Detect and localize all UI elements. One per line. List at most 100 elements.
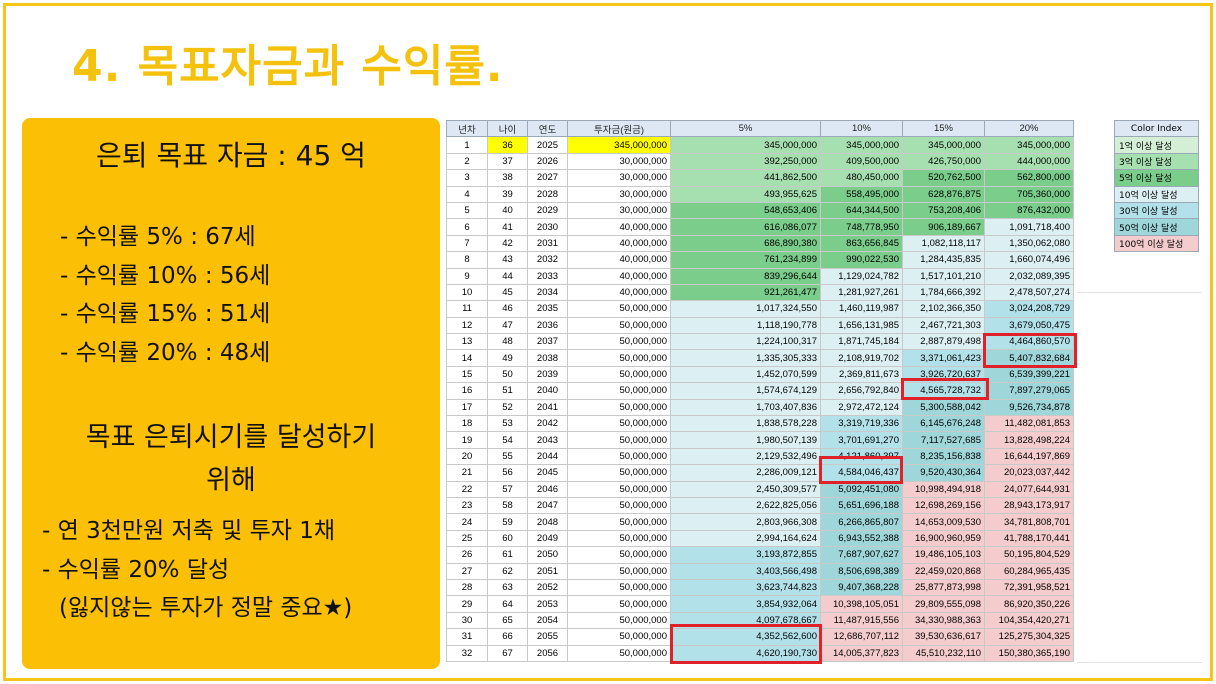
purpose-line-2: 위해: [206, 465, 256, 496]
table-cell: 4,584,046,437: [820, 464, 903, 482]
table-row: 30 65 2054 50,000,000 4,097,678,667 11,487,91…: [446, 611, 1074, 630]
table-cell: 12: [446, 316, 488, 335]
table-cell: 2,369,811,673: [820, 365, 903, 384]
table-cell: 50,000,000: [567, 365, 671, 384]
table-row: 8 43 2032 40,000,000 761,234,899 990,022,530 1…: [446, 251, 1074, 269]
table-cell: 2039: [527, 365, 568, 384]
sheet-gridline: [1077, 292, 1202, 293]
table-cell: 2045: [527, 464, 568, 482]
table-row: 19 54 2043 50,000,000 1,980,507,139 3,701,691…: [446, 431, 1074, 449]
table-cell: 2056: [527, 644, 568, 662]
table-cell: 50,000,000: [567, 529, 671, 548]
color-index-item: 5억 이상 달성: [1114, 169, 1199, 187]
table-cell: 1,129,024,782: [820, 267, 903, 285]
table-cell: 2,803,966,308: [670, 513, 821, 531]
table-cell: 4: [446, 185, 488, 203]
table-cell: 705,360,000: [984, 185, 1074, 203]
tip-savings: - 연 3천만원 저축 및 투자 1채: [42, 518, 336, 544]
table-cell: 29,809,555,098: [902, 595, 985, 613]
table-cell: 2043: [527, 431, 568, 449]
summary-panel: 은퇴 목표 자금 : 45 억 - 수익률 5% : 67세 - 수익률 10%…: [22, 118, 440, 669]
column-header: 년차: [446, 119, 488, 138]
table-cell: 72,391,958,521: [984, 578, 1074, 597]
table-row: 14 49 2038 50,000,000 1,335,305,333 2,108,919…: [446, 349, 1074, 367]
table-cell: 2027: [527, 169, 568, 187]
table-cell: 50,000,000: [567, 464, 671, 482]
table-cell: 4,121,860,397: [820, 447, 903, 466]
table-row: 5 40 2029 30,000,000 548,653,406 644,344,500 7…: [446, 201, 1074, 220]
table-cell: 50,000,000: [567, 300, 671, 318]
sheet-gridline: [1077, 662, 1202, 663]
table-row: 10 45 2034 40,000,000 921,261,477 1,281,927,2…: [446, 283, 1074, 302]
table-row: 18 53 2042 50,000,000 1,838,578,228 3,319,719…: [446, 415, 1074, 433]
table-cell: 32: [446, 644, 488, 662]
table-cell: 616,086,077: [670, 218, 821, 236]
table-row: 6 41 2030 40,000,000 616,086,077 748,778,950 9…: [446, 218, 1074, 236]
table-cell: 990,022,530: [820, 251, 903, 269]
table-cell: 50,000,000: [567, 513, 671, 531]
table-cell: 4,352,562,600: [670, 628, 821, 646]
table-cell: 54: [487, 431, 528, 449]
table-cell: 104,354,420,271: [984, 611, 1074, 630]
table-cell: 2046: [527, 480, 568, 498]
table-cell: 50,000,000: [567, 415, 671, 433]
table-cell: 11: [446, 300, 488, 318]
table-cell: 5,092,451,080: [820, 480, 903, 498]
table-cell: 2,972,472,124: [820, 398, 903, 417]
table-cell: 86,920,350,226: [984, 595, 1074, 613]
table-cell: 50,195,804,529: [984, 546, 1074, 564]
table-cell: 21: [446, 464, 488, 482]
table-row: 28 63 2052 50,000,000 3,623,744,823 9,407,368…: [446, 578, 1074, 597]
table-cell: 64: [487, 595, 528, 613]
table-cell: 50,000,000: [567, 628, 671, 646]
table-cell: 2025: [527, 136, 568, 154]
table-cell: 2,129,532,496: [670, 447, 821, 466]
table-cell: 3,679,050,475: [984, 316, 1074, 335]
table-cell: 12,698,269,156: [902, 496, 985, 515]
table-cell: 2047: [527, 496, 568, 515]
table-cell: 50,000,000: [567, 447, 671, 466]
table-cell: 1,284,435,835: [902, 251, 985, 269]
table-cell: 3,319,719,336: [820, 415, 903, 433]
table-cell: 1,660,074,496: [984, 251, 1074, 269]
table-cell: 2042: [527, 415, 568, 433]
table-cell: 3,024,208,729: [984, 300, 1074, 318]
table-cell: 2054: [527, 611, 568, 630]
table-cell: 8,506,698,389: [820, 562, 903, 580]
table-cell: 58: [487, 496, 528, 515]
table-cell: 3,854,932,064: [670, 595, 821, 613]
table-cell: 11,487,915,556: [820, 611, 903, 630]
table-row: 11 46 2035 50,000,000 1,017,324,550 1,460,119…: [446, 300, 1074, 318]
color-index-item: 50억 이상 달성: [1114, 218, 1199, 236]
table-cell: 1,980,507,139: [670, 431, 821, 449]
table-cell: 2,994,164,624: [670, 529, 821, 548]
table-cell: 441,862,500: [670, 169, 821, 187]
table-cell: 40,000,000: [567, 267, 671, 285]
table-row: 3 38 2027 30,000,000 441,862,500 480,450,000 5…: [446, 169, 1074, 187]
table-row: 22 57 2046 50,000,000 2,450,309,577 5,092,451…: [446, 480, 1074, 498]
table-cell: 19: [446, 431, 488, 449]
table-cell: 16: [446, 382, 488, 400]
table-cell: 2049: [527, 529, 568, 548]
table-cell: 2034: [527, 283, 568, 302]
table-cell: 14,653,009,530: [902, 513, 985, 531]
tip-note: (잃지않는 투자가 정말 중요★): [59, 595, 353, 621]
column-header: 15%: [902, 119, 985, 138]
table-cell: 50,000,000: [567, 382, 671, 400]
table-cell: 40,000,000: [567, 234, 671, 253]
table-cell: 24,077,644,931: [984, 480, 1074, 498]
table-cell: 57: [487, 480, 528, 498]
table-cell: 40,000,000: [567, 251, 671, 269]
table-row: 21 56 2045 50,000,000 2,286,009,121 4,584,046…: [446, 464, 1074, 482]
color-index-header: Color Index: [1114, 119, 1199, 138]
table-cell: 686,890,380: [670, 234, 821, 253]
table-cell: 2,656,792,840: [820, 382, 903, 400]
color-index-item: 10억 이상 달성: [1114, 185, 1199, 203]
table-cell: 2,286,009,121: [670, 464, 821, 482]
table-cell: 14,005,377,823: [820, 644, 903, 662]
table-row: 1 36 2025 345,000,000 345,000,000 345,000,000…: [446, 136, 1074, 154]
table-row: 17 52 2041 50,000,000 1,703,407,836 2,972,472…: [446, 398, 1074, 417]
color-index-item: 1억 이상 달성: [1114, 136, 1199, 154]
table-cell: 56: [487, 464, 528, 482]
column-header: 20%: [984, 119, 1074, 138]
